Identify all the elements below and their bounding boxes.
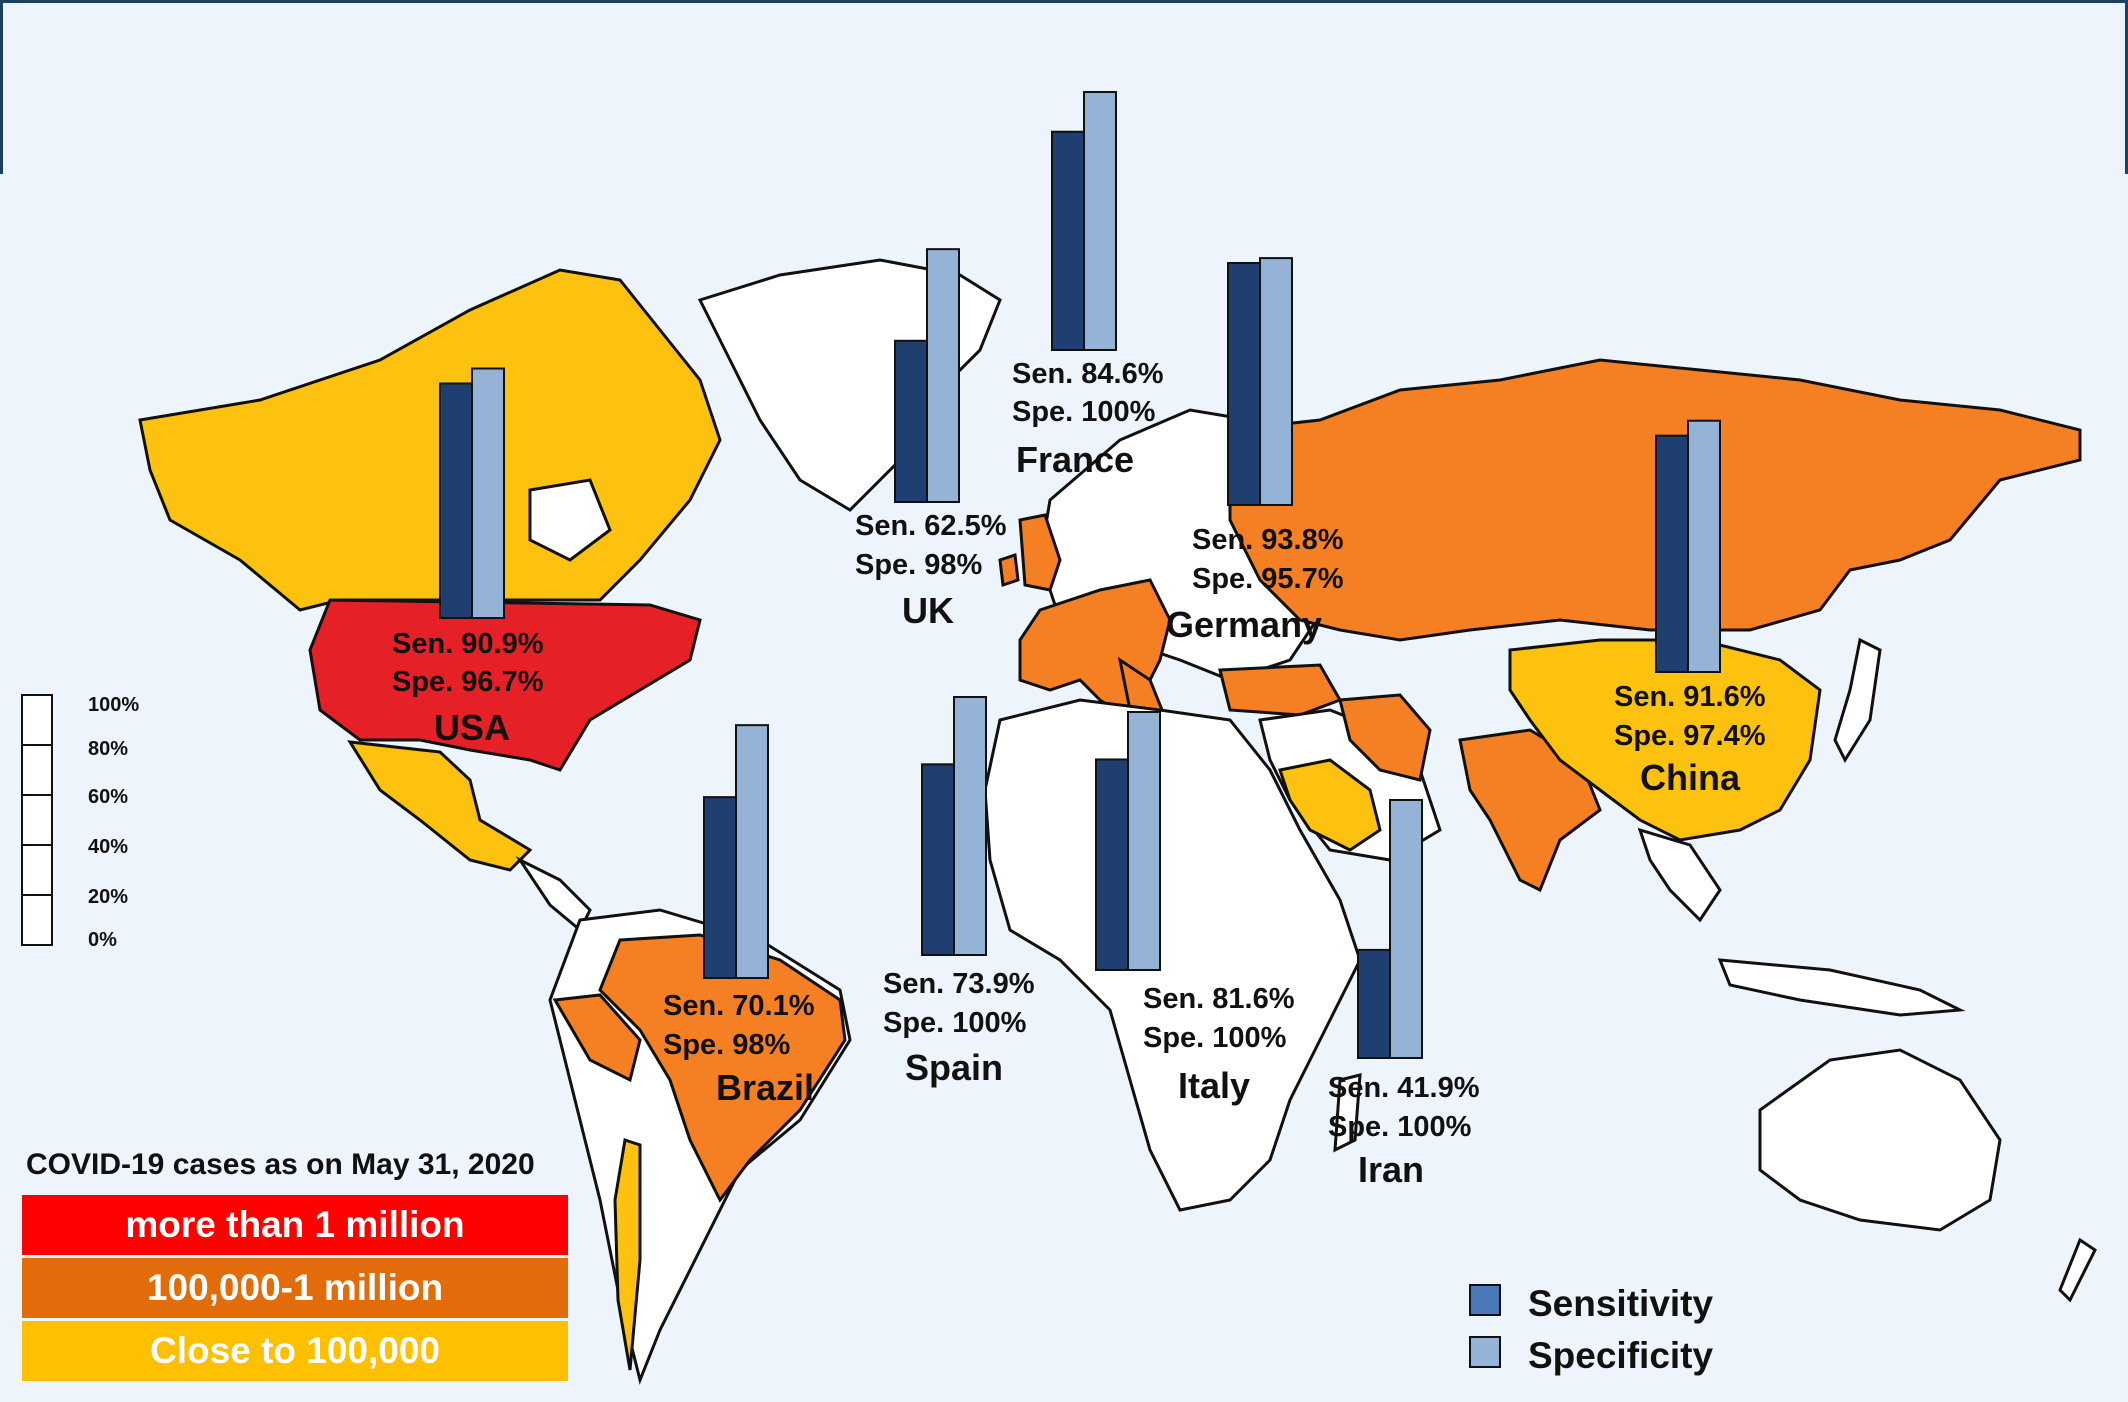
uk-specificity-bar — [926, 248, 960, 503]
germany-sensitivity-bar — [1227, 261, 1261, 506]
scale-tick-100: 100% — [88, 694, 140, 716]
china-shape — [1508, 638, 1822, 842]
scale-tick-0: 0% — [88, 929, 117, 951]
iran-specificity-bar — [1389, 799, 1423, 1059]
bar-group — [439, 91, 1721, 1060]
spain-specificity-bar — [953, 696, 987, 956]
spain-spe-label: Spe. 100% — [883, 1007, 1027, 1039]
brazil-shape — [598, 933, 847, 1203]
ireland-shape — [998, 552, 1020, 588]
uk-name-label: UK — [902, 590, 954, 631]
scale-tick-20: 20% — [88, 886, 129, 908]
usa-shape — [308, 598, 702, 772]
china-sen-label: Sen. 91.6% — [1614, 681, 1766, 713]
brazil-sen-label: Sen. 70.1% — [663, 990, 815, 1022]
legend-level-red: more than 1 million — [22, 1195, 568, 1255]
iran-spe-label: Spe. 100% — [1328, 1111, 1472, 1143]
china-sensitivity-bar — [1655, 434, 1689, 673]
usa-specificity-bar — [471, 367, 505, 619]
china-specificity-bar — [1687, 419, 1721, 674]
usa-sen-label: Sen. 90.9% — [392, 628, 544, 660]
usa-spe-label: Spe. 96.7% — [392, 666, 544, 698]
canada-shape — [138, 268, 722, 612]
legend-sensitivity-label: Sensitivity — [1528, 1283, 1714, 1324]
legend-level-orange: 100,000-1 million — [22, 1258, 568, 1318]
mexico-shape — [347, 740, 533, 872]
peru-shape — [552, 993, 642, 1083]
brazil-specificity-bar — [735, 724, 769, 979]
japan-shape — [1833, 637, 1882, 764]
italy-name-label: Italy — [1178, 1065, 1251, 1106]
germany-sen-label: Sen. 93.8% — [1192, 524, 1344, 556]
madagascar-shape — [1333, 1073, 1362, 1153]
italy-sensitivity-bar — [1095, 758, 1129, 971]
iran-shape — [1338, 693, 1432, 782]
china-spe-label: Spe. 97.4% — [1614, 720, 1766, 752]
iran-name-label: Iran — [1358, 1149, 1425, 1190]
france-spe-label: Spe. 100% — [1012, 396, 1156, 428]
scale-tick-40: 40% — [88, 836, 129, 858]
usa-name-label: USA — [434, 707, 511, 748]
france-sen-label: Sen. 84.6% — [1012, 358, 1164, 390]
uk-sensitivity-bar — [894, 339, 928, 503]
new-zealand-shape — [2058, 1237, 2097, 1303]
southeast-asia-shape — [1637, 827, 1722, 923]
uk-sen-label: Sen. 62.5% — [855, 510, 1007, 542]
italy-sen-label: Sen. 81.6% — [1143, 983, 1295, 1015]
africa-shape — [983, 698, 1362, 1212]
spain-sen-label: Sen. 73.9% — [883, 968, 1035, 1000]
brazil-sensitivity-bar — [703, 796, 737, 980]
turkey-shape — [1218, 663, 1343, 717]
iran-sen-label: Sen. 41.9% — [1328, 1072, 1480, 1104]
germany-spe-label: Spe. 95.7% — [1192, 563, 1344, 595]
france-specificity-bar — [1083, 91, 1117, 351]
spain-name-label: Spain — [905, 1047, 1004, 1088]
scale-bar — [21, 694, 53, 946]
legend-specificity-label: Specificity — [1528, 1335, 1714, 1376]
legend-title: COVID-19 cases as on May 31, 2020 — [26, 1148, 535, 1181]
italy-specificity-bar — [1127, 711, 1161, 971]
legend-level-yellow: Close to 100,000 — [22, 1321, 568, 1381]
uk-spe-label: Spe. 98% — [855, 549, 983, 581]
china-name-label: China — [1640, 757, 1741, 798]
italy-spe-label: Spe. 100% — [1143, 1022, 1287, 1054]
uk-shape — [1018, 513, 1062, 592]
sensitivity-swatch — [1469, 1284, 1501, 1316]
scale-tick-60: 60% — [88, 786, 129, 808]
germany-specificity-bar — [1259, 257, 1293, 506]
indonesia-shape — [1717, 958, 1966, 1017]
saudi-arabia-shape — [1278, 758, 1382, 852]
brazil-name-label: Brazil — [716, 1067, 815, 1108]
scale-tick-80: 80% — [88, 738, 129, 760]
chile-shape — [613, 1138, 642, 1371]
germany-name-label: Germany — [1166, 604, 1323, 645]
specificity-swatch — [1469, 1336, 1501, 1368]
hudson-bay-shape — [528, 478, 612, 562]
iran-sensitivity-bar — [1357, 948, 1391, 1060]
france-sensitivity-bar — [1051, 130, 1085, 351]
france-name-label: France — [1016, 439, 1135, 480]
brazil-spe-label: Spe. 98% — [663, 1029, 791, 1061]
figure-frame — [0, 0, 2128, 174]
usa-sensitivity-bar — [439, 382, 473, 619]
spain-sensitivity-bar — [921, 763, 955, 957]
australia-shape — [1758, 1048, 2002, 1232]
